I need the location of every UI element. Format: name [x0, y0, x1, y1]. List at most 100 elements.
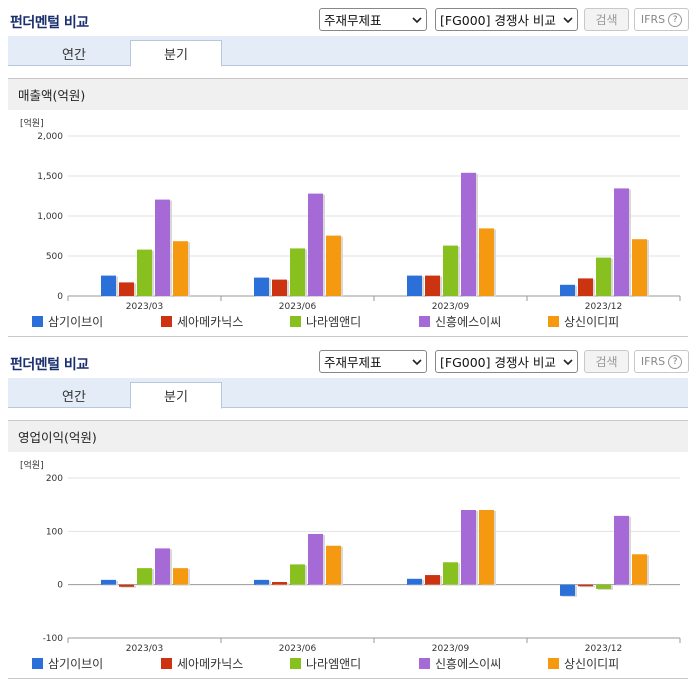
- statement-select-value: 주재무제표: [324, 355, 382, 370]
- bar[interactable]: [578, 278, 593, 296]
- bar[interactable]: [443, 245, 458, 296]
- tab-quarterly[interactable]: 분기: [130, 40, 222, 67]
- bar[interactable]: [560, 584, 575, 596]
- bar[interactable]: [596, 257, 611, 296]
- panel-title: 펀더멘털 비교: [10, 15, 89, 31]
- bar[interactable]: [137, 249, 152, 296]
- tab-annual[interactable]: 연간: [62, 47, 86, 63]
- bar[interactable]: [443, 562, 458, 585]
- ifrs-button[interactable]: IFRS ?: [634, 350, 689, 373]
- bar[interactable]: [326, 545, 341, 585]
- compare-select[interactable]: [FG000] 경쟁사 비교: [435, 8, 578, 31]
- bar[interactable]: [101, 275, 116, 296]
- bar-shadow: [580, 585, 595, 588]
- legend-item[interactable]: 상신이디피: [548, 313, 677, 330]
- bar[interactable]: [119, 584, 134, 587]
- ifrs-label: IFRS: [640, 355, 666, 368]
- tab-annual[interactable]: 연간: [62, 389, 86, 405]
- chevron-down-icon: [412, 358, 422, 365]
- legend-swatch: [548, 316, 559, 327]
- bar[interactable]: [173, 568, 188, 585]
- legend-item[interactable]: 나라엠앤디: [290, 655, 419, 672]
- legend-item[interactable]: 삼기이브이: [32, 655, 161, 672]
- bar[interactable]: [308, 193, 323, 296]
- bar[interactable]: [137, 568, 152, 585]
- y-tick-label: 1,000: [37, 212, 63, 222]
- x-tick-label: 2023/06: [279, 302, 317, 310]
- legend-label: 세아메카닉스: [177, 315, 244, 329]
- legend-label: 상신이디피: [564, 315, 620, 329]
- bar[interactable]: [479, 510, 494, 585]
- bar[interactable]: [308, 534, 323, 585]
- y-tick-label: 100: [46, 527, 63, 537]
- legend-label: 상신이디피: [564, 657, 620, 671]
- bar[interactable]: [101, 579, 116, 585]
- chevron-down-icon: [563, 358, 573, 365]
- legend-item[interactable]: 신흥에스이씨: [419, 313, 548, 330]
- help-icon[interactable]: ?: [668, 12, 683, 27]
- compare-select[interactable]: [FG000] 경쟁사 비교: [435, 350, 578, 373]
- tab-quarterly[interactable]: 분기: [130, 382, 222, 409]
- legend-item[interactable]: 세아메카닉스: [161, 313, 290, 330]
- bar[interactable]: [155, 199, 170, 296]
- legend-item[interactable]: 나라엠앤디: [290, 313, 419, 330]
- bar[interactable]: [119, 282, 134, 296]
- bar[interactable]: [425, 275, 440, 296]
- legend-item[interactable]: 세아메카닉스: [161, 655, 290, 672]
- bar[interactable]: [632, 554, 647, 585]
- bar[interactable]: [254, 579, 269, 585]
- x-tick-label: 2023/06: [279, 644, 317, 652]
- bar[interactable]: [461, 510, 476, 585]
- statement-select[interactable]: 주재무제표: [319, 8, 427, 31]
- bar[interactable]: [407, 578, 422, 585]
- bar[interactable]: [407, 275, 422, 296]
- legend-label: 나라엠앤디: [306, 315, 362, 329]
- bar[interactable]: [596, 584, 611, 589]
- x-tick-label: 2023/09: [432, 302, 470, 310]
- statement-select[interactable]: 주재무제표: [319, 350, 427, 373]
- ifrs-label: IFRS: [640, 13, 666, 26]
- bar[interactable]: [632, 239, 647, 296]
- legend-label: 신흥에스이씨: [435, 657, 502, 671]
- legend-swatch: [32, 658, 43, 669]
- x-tick-label: 2023/03: [126, 644, 163, 652]
- compare-select-value: [FG000] 경쟁사 비교: [440, 13, 556, 28]
- bar[interactable]: [272, 582, 287, 585]
- bar[interactable]: [326, 235, 341, 296]
- legend-swatch: [419, 658, 430, 669]
- legend-item[interactable]: 신흥에스이씨: [419, 655, 548, 672]
- bar[interactable]: [254, 277, 269, 296]
- bar[interactable]: [290, 248, 305, 296]
- ifrs-button[interactable]: IFRS ?: [634, 8, 689, 31]
- chart-legend: 삼기이브이 세아메카닉스 나라엠앤디 신흥에스이씨 상신이디피: [32, 313, 677, 330]
- period-tabs: 연간 분기: [8, 378, 688, 409]
- statement-select-value: 주재무제표: [324, 13, 382, 28]
- y-tick-label: 0: [57, 292, 63, 302]
- divider: [8, 336, 688, 337]
- bar[interactable]: [578, 584, 593, 587]
- bar[interactable]: [290, 564, 305, 585]
- bar[interactable]: [614, 515, 629, 585]
- x-tick-label: 2023/12: [585, 302, 622, 310]
- search-button[interactable]: 검색: [584, 350, 629, 373]
- bar[interactable]: [614, 188, 629, 296]
- bar[interactable]: [155, 548, 170, 585]
- bar[interactable]: [479, 228, 494, 296]
- search-button[interactable]: 검색: [584, 8, 629, 31]
- fundamental-panel-operating-profit: 펀더멘털 비교 주재무제표 [FG000] 경쟁사 비교 검색 IFRS ? 연…: [0, 342, 696, 679]
- bar[interactable]: [425, 575, 440, 585]
- legend-item[interactable]: 상신이디피: [548, 655, 677, 672]
- legend-item[interactable]: 삼기이브이: [32, 313, 161, 330]
- bar[interactable]: [560, 284, 575, 296]
- help-icon[interactable]: ?: [668, 354, 683, 369]
- legend-swatch: [548, 658, 559, 669]
- bar[interactable]: [272, 279, 287, 296]
- y-tick-label: 500: [46, 252, 63, 262]
- fundamental-panel-sales: 펀더멘털 비교 주재무제표 [FG000] 경쟁사 비교 검색 IFRS ? 연…: [0, 0, 696, 337]
- legend-swatch: [419, 316, 430, 327]
- chevron-down-icon: [563, 16, 573, 23]
- bar[interactable]: [461, 172, 476, 296]
- legend-label: 삼기이브이: [48, 657, 104, 671]
- legend-swatch: [161, 316, 172, 327]
- bar[interactable]: [173, 241, 188, 296]
